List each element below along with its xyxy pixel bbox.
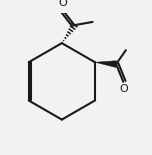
Polygon shape: [95, 61, 116, 67]
Text: O: O: [58, 0, 67, 8]
Text: O: O: [119, 84, 128, 93]
